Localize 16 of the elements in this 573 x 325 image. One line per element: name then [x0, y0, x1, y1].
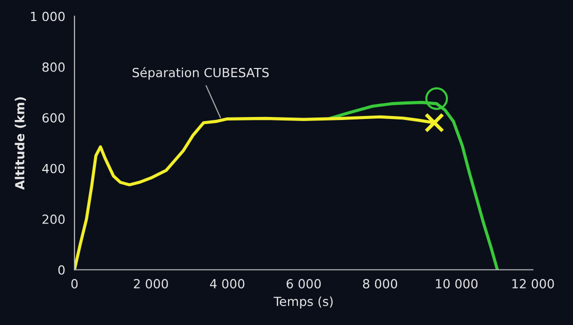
- x-tick-label: 4 000: [210, 279, 244, 288]
- y-tick-label: 1 000: [31, 12, 65, 22]
- y-tick-label: 200: [42, 214, 65, 224]
- y-axis-title: Altitude (km): [14, 97, 26, 190]
- x-tick-label: 0: [71, 279, 78, 288]
- x-axis-title: Temps (s): [274, 296, 333, 309]
- y-tick-label: 600: [42, 113, 65, 123]
- y-tick-label: 0: [58, 265, 65, 275]
- y-tick-label: 400: [42, 164, 65, 174]
- x-tick-label: 2 000: [134, 279, 168, 288]
- x-tick-label: 6 000: [286, 279, 321, 288]
- y-tick-label: 800: [42, 62, 65, 72]
- x-tick-label: 8 000: [363, 279, 398, 288]
- x-tick-label: 12 000: [512, 279, 554, 288]
- x-tick-label: 10 000: [436, 279, 478, 288]
- annotation: Séparation CUBESATS: [132, 67, 269, 80]
